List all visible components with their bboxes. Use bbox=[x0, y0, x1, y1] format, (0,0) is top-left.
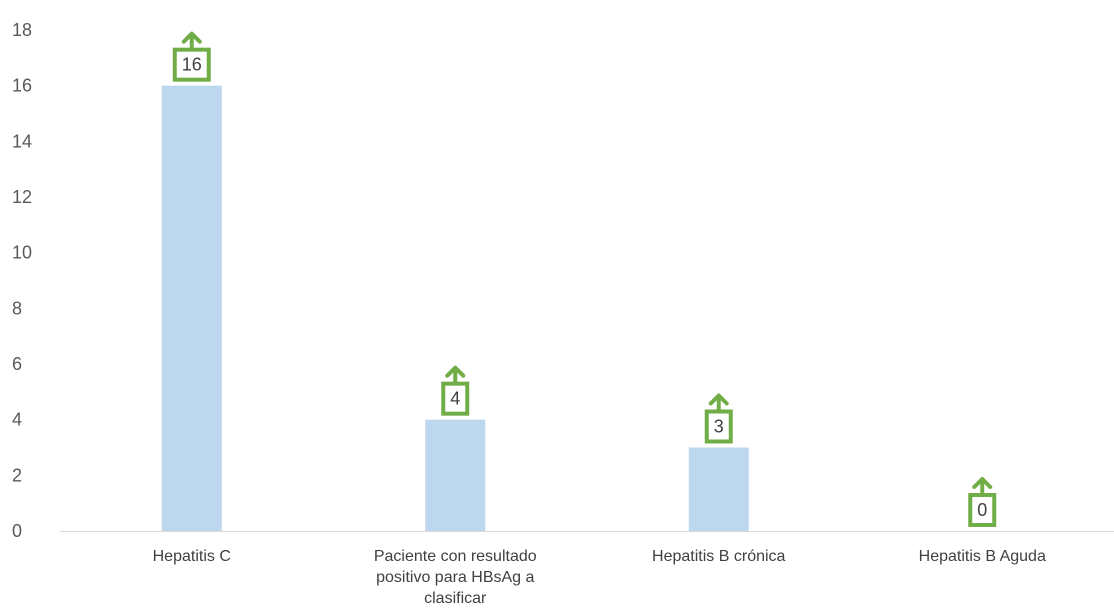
x-category-label: positivo para HBsAg a bbox=[376, 569, 534, 586]
arrow-up-icon bbox=[708, 393, 729, 414]
y-tick-label: 6 bbox=[12, 354, 22, 374]
data-label-value: 4 bbox=[450, 389, 460, 409]
bars bbox=[161, 85, 749, 532]
data-label-value: 0 bbox=[977, 500, 987, 520]
y-tick-label: 0 bbox=[12, 521, 22, 541]
x-category-label: Hepatitis B crónica bbox=[652, 548, 785, 565]
y-tick-label: 14 bbox=[12, 131, 32, 151]
data-labels: 16 4 3 0 bbox=[172, 31, 997, 527]
y-tick-label: 10 bbox=[12, 243, 32, 263]
x-category-label: clasificar bbox=[424, 590, 487, 607]
y-tick-label: 18 bbox=[12, 20, 32, 40]
bar bbox=[688, 447, 749, 531]
y-tick-label: 16 bbox=[12, 76, 32, 96]
data-label: 3 bbox=[704, 393, 733, 444]
data-label-value: 16 bbox=[182, 55, 202, 75]
y-tick-label: 12 bbox=[12, 187, 32, 207]
y-tick-label: 2 bbox=[12, 465, 22, 485]
arrow-up-icon bbox=[972, 477, 993, 497]
y-tick-label: 4 bbox=[12, 410, 22, 430]
y-axis-ticks: 0 2 4 6 8 10 12 14 16 18 bbox=[12, 20, 32, 541]
data-label-value: 3 bbox=[714, 417, 724, 437]
data-label-box bbox=[968, 493, 997, 527]
bar bbox=[425, 419, 486, 531]
arrow-up-icon bbox=[445, 365, 466, 386]
data-label: 0 bbox=[968, 477, 997, 527]
data-label: 16 bbox=[172, 31, 211, 82]
x-category-label: Hepatitis C bbox=[153, 548, 231, 565]
y-tick-label: 8 bbox=[12, 298, 22, 318]
bar bbox=[161, 85, 222, 532]
category-labels: Hepatitis C Paciente con resultado positiv… bbox=[153, 548, 1046, 607]
x-category-label: Paciente con resultado bbox=[374, 548, 537, 565]
data-label-box bbox=[172, 47, 211, 82]
x-category-label: Hepatitis B Aguda bbox=[919, 548, 1046, 565]
arrow-up-icon bbox=[181, 31, 202, 52]
data-label: 4 bbox=[441, 365, 470, 416]
